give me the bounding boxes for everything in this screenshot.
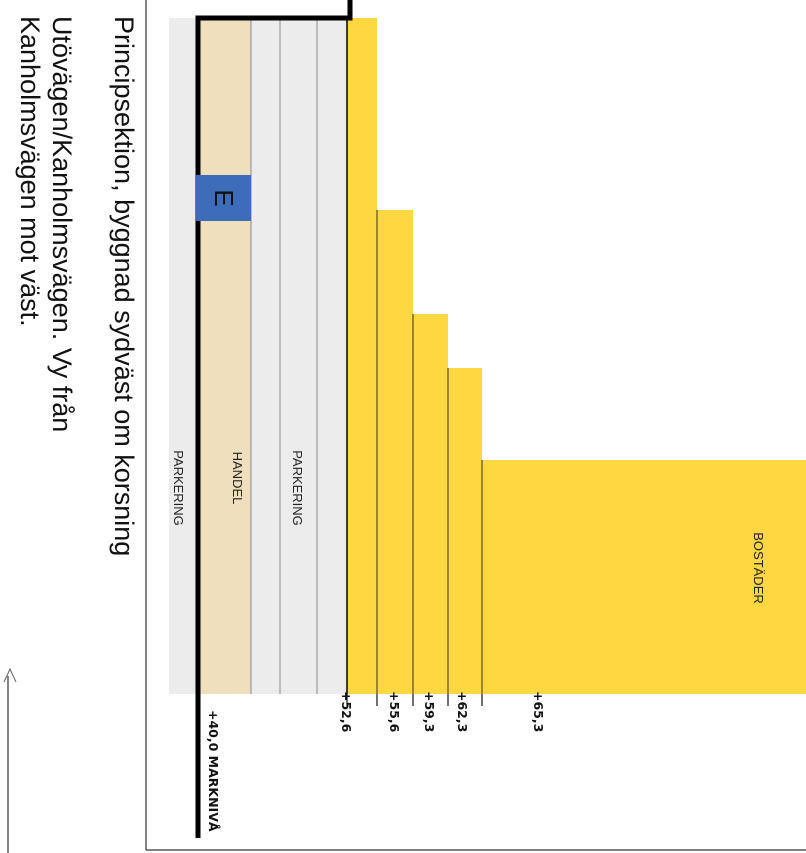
zone-label-retail: HANDEL xyxy=(230,451,245,505)
parking-upper-band xyxy=(251,18,347,694)
level-label-55-6: +55,6 xyxy=(387,691,402,733)
caption-line-1: Principsektion, byggnad sydväst om korsn… xyxy=(109,16,139,557)
ground-line xyxy=(195,0,353,838)
caption-line-3: Kanholmsvägen mot väst. xyxy=(15,16,45,327)
entrance-marker xyxy=(196,175,251,221)
parking-lower-band xyxy=(169,18,198,694)
housing-step-1 xyxy=(347,18,377,694)
caption-line-2: Utövägen/Kanholmsvägen. Vy från xyxy=(47,16,77,433)
level-label-59-3: +59,3 xyxy=(422,691,437,733)
level-label-ground: +40,0 MARKNIVÅ xyxy=(206,710,221,832)
zone-label-parking-lower: PARKERING xyxy=(171,450,186,526)
zone-label-housing: BOSTÄDER xyxy=(751,532,766,604)
level-label-52-6: +52,6 xyxy=(339,691,354,733)
housing-step-4 xyxy=(448,368,482,694)
level-label-65-3: +65,3 xyxy=(531,691,546,733)
housing-step-3 xyxy=(413,314,448,694)
caption-arrow-mark xyxy=(3,667,17,683)
zone-label-parking-upper: PARKERING xyxy=(290,450,305,526)
entrance-badge-label: E xyxy=(209,189,239,207)
retail-band xyxy=(198,18,251,694)
housing-step-2 xyxy=(377,210,413,694)
housing-step-5 xyxy=(482,460,806,694)
level-label-62-3: +62,3 xyxy=(455,691,470,733)
